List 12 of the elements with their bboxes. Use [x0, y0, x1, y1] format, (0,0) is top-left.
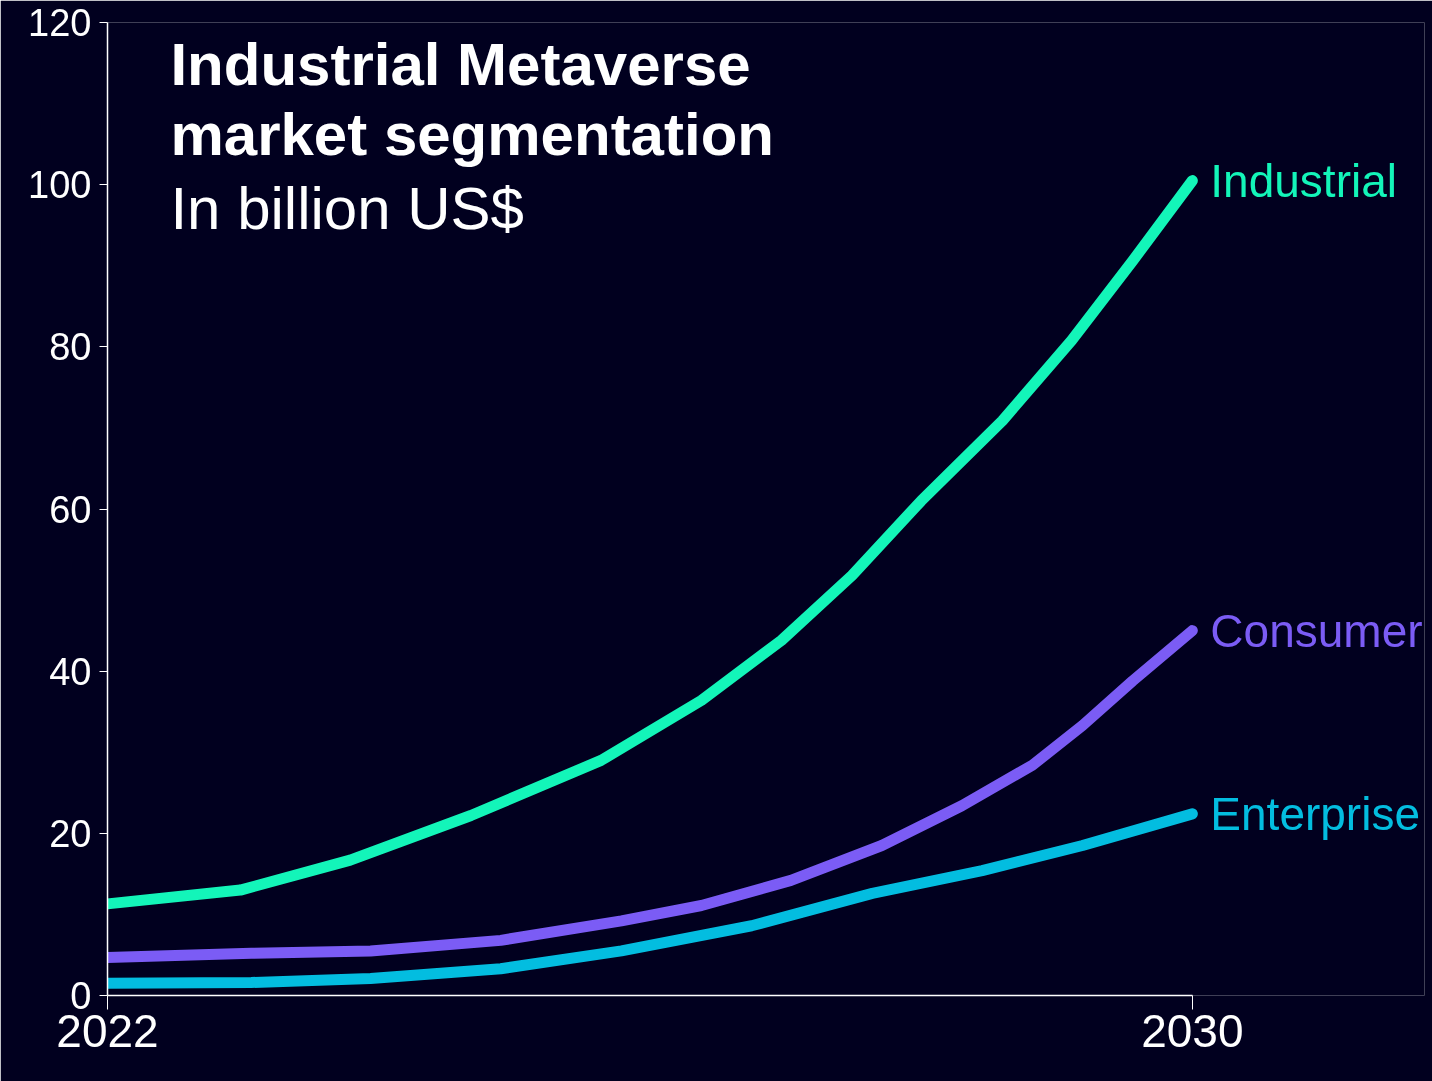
y-tick-label: 100 [28, 164, 92, 207]
x-tick-label: 2030 [1141, 1004, 1244, 1057]
series-label: Consumer [1210, 604, 1423, 657]
y-tick-label: 20 [49, 812, 92, 855]
y-tick-label: 40 [49, 650, 92, 693]
y-tick-label: 60 [49, 488, 92, 531]
series-label: Industrial [1210, 154, 1397, 207]
series-label: Enterprise [1210, 787, 1420, 840]
y-tick-label: 80 [49, 326, 92, 369]
text: Industrial Metaverse market segmentation [170, 30, 774, 168]
y-tick-label: 120 [28, 2, 92, 44]
text: In billion US$ [170, 174, 524, 242]
